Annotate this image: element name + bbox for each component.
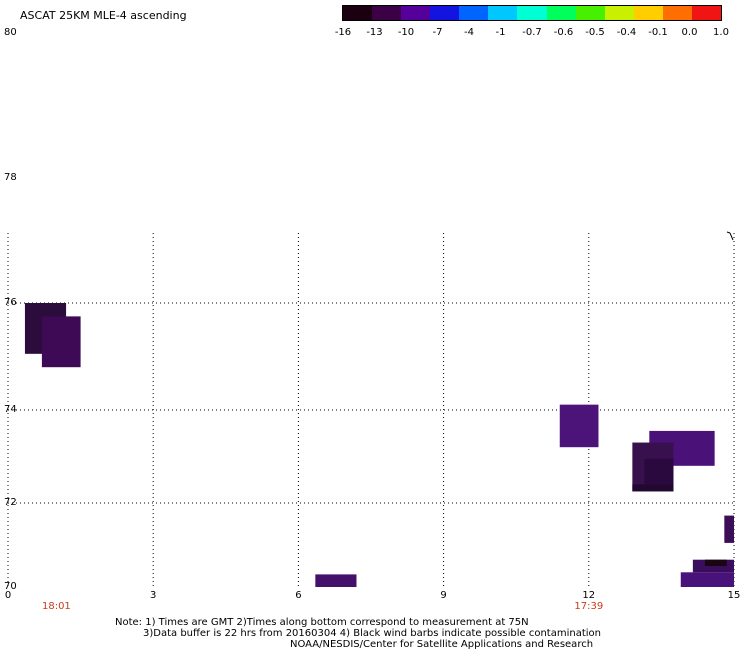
x-tick-label: 9	[440, 590, 447, 601]
x-tick-label: 3	[150, 590, 157, 601]
colorbar-label: -1	[495, 27, 506, 38]
colorbar-label: -0.7	[522, 27, 542, 38]
colorbar-swatch	[488, 6, 518, 20]
data-cell	[704, 559, 727, 566]
data-cell	[644, 458, 674, 485]
colorbar-swatch	[691, 6, 722, 20]
x-tick-label: 12	[582, 590, 596, 601]
y-tick-label: 72	[4, 497, 17, 508]
colorbar-swatch	[546, 6, 576, 20]
time-label: 17:39	[574, 601, 604, 612]
colorbar-swatch	[633, 6, 663, 20]
colorbar	[342, 5, 722, 21]
colorbar-swatch	[459, 6, 489, 20]
colorbar-swatch	[604, 6, 634, 20]
colorbar-swatch	[343, 6, 373, 20]
colorbar-label: 0.0	[681, 27, 698, 38]
chart-title: ASCAT 25KM MLE-4 ascending	[20, 9, 187, 22]
colorbar-label: -0.4	[616, 27, 637, 38]
wind-barb-icon	[726, 231, 734, 241]
note-line-2: 3)Data buffer is 22 hrs from 20160304 4)…	[143, 628, 601, 639]
colorbar-label: -0.1	[648, 27, 668, 38]
data-cell	[632, 484, 674, 492]
colorbar-swatch	[517, 6, 547, 20]
time-label: 18:01	[41, 601, 71, 612]
y-tick-label: 74	[4, 404, 17, 415]
data-cell	[724, 515, 734, 543]
colorbar-label: -0.5	[585, 27, 605, 38]
colorbar-swatch	[662, 6, 692, 20]
colorbar-label: -4	[464, 27, 474, 38]
x-tick-label: 6	[295, 590, 302, 601]
colorbar-label: -16	[334, 27, 352, 38]
credit-line: NOAA/NESDIS/Center for Satellite Applica…	[290, 639, 594, 650]
colorbar-swatch	[430, 6, 460, 20]
y-tick-label: 76	[4, 297, 17, 308]
colorbar-label: -0.6	[553, 27, 574, 38]
colorbar-swatch	[401, 6, 431, 20]
colorbar-label: -10	[397, 27, 415, 38]
colorbar-label: 1.0	[713, 27, 729, 38]
x-tick-label: 0	[4, 590, 12, 601]
data-cell	[41, 316, 81, 368]
colorbar-label: -7	[432, 27, 443, 38]
note-line-1: Note: 1) Times are GMT 2)Times along bot…	[115, 617, 529, 628]
y-tick-label: 78	[4, 172, 17, 183]
y-tick-label: 80	[4, 27, 17, 38]
data-cell	[680, 572, 734, 587]
y-tick-label: 70	[4, 581, 17, 592]
x-tick-label: 15	[727, 590, 740, 601]
data-cell	[559, 404, 599, 448]
data-cell	[315, 574, 357, 587]
colorbar-label: -13	[366, 27, 383, 38]
colorbar-swatch	[372, 6, 402, 20]
colorbar-swatch	[575, 6, 605, 20]
